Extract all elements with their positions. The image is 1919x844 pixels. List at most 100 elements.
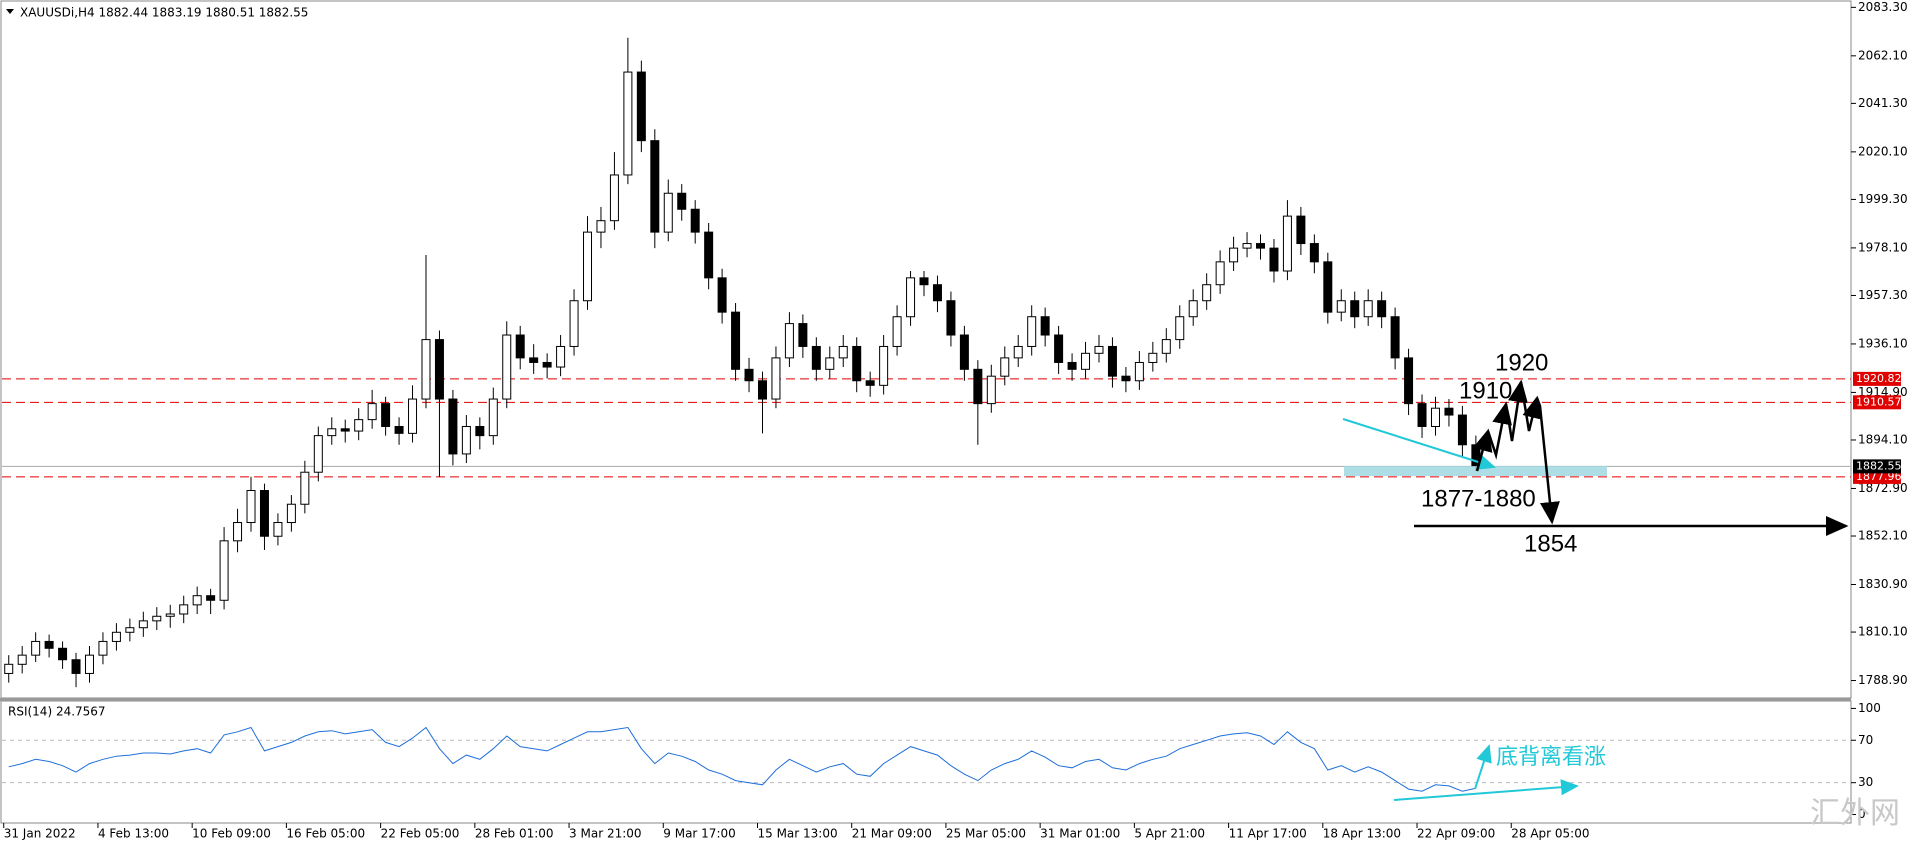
candle-body (865, 380, 875, 386)
candle-body (1336, 300, 1346, 313)
candle-body (58, 647, 68, 661)
candle-body (192, 595, 202, 606)
candle-body (259, 490, 269, 537)
candle-body (1013, 345, 1023, 359)
y-tick-label: 70 (1858, 733, 1873, 747)
candle-body (84, 654, 94, 674)
y-tick-label: 1894.10 (1858, 432, 1908, 446)
candle-body (219, 540, 229, 601)
candle-body (448, 398, 458, 455)
y-tick-label: 1978.10 (1858, 240, 1908, 254)
y-tick-label: 100 (1858, 701, 1881, 715)
x-tick-label: 28 Apr 05:00 (1511, 827, 1589, 841)
support-zone (1344, 466, 1607, 476)
path-arrow (1473, 428, 1493, 472)
y-tick-label: 30 (1858, 775, 1873, 789)
candle-body (1027, 316, 1037, 347)
watermark: 汇外网 (1810, 796, 1900, 831)
candle-body (636, 71, 646, 142)
price-tag (1853, 459, 1901, 474)
path-arrow (1535, 397, 1560, 525)
annotation: 1910 (1459, 377, 1512, 404)
x-tick-label: 21 Mar 09:00 (852, 827, 932, 841)
x-tick-label: 15 Mar 13:00 (757, 827, 837, 841)
candle-body (1229, 247, 1239, 263)
candle-body (973, 368, 983, 405)
candle-body (273, 522, 283, 537)
candle-body (609, 174, 619, 222)
x-tick-label: 25 Mar 05:00 (946, 827, 1026, 841)
main-frame (0, 0, 1852, 699)
candle-body (596, 220, 606, 233)
candle-body (327, 428, 337, 437)
candle-body (542, 361, 552, 368)
candle-body (959, 334, 969, 370)
candle-body (1323, 261, 1333, 313)
y-tick-label: 1830.90 (1858, 577, 1908, 591)
candle-body (475, 425, 485, 437)
candle-body (879, 345, 889, 386)
candle-body (111, 631, 121, 642)
candle-body (1417, 403, 1427, 427)
path-arrow (1486, 401, 1512, 460)
candle-body (583, 231, 593, 302)
candle-body (17, 654, 27, 665)
y-tick-label: 2041.30 (1858, 96, 1908, 110)
x-tick-label: 22 Apr 09:00 (1417, 827, 1495, 841)
candle-body (1350, 300, 1360, 318)
divergence-arrow (1474, 744, 1492, 790)
candle-body (919, 277, 929, 286)
candle-body (529, 357, 539, 363)
x-tick-label: 3 Mar 21:00 (569, 827, 642, 841)
candle-body (852, 345, 862, 382)
candle-body (1282, 215, 1292, 272)
candle-body (1121, 375, 1131, 382)
candle-body (986, 375, 996, 405)
candle-body (1175, 316, 1185, 341)
candle-body (677, 192, 687, 210)
candle-body (1457, 414, 1467, 446)
candle-body (354, 419, 364, 432)
candle-body (1390, 316, 1400, 359)
candle-body (811, 345, 821, 370)
candle-body (1430, 407, 1440, 427)
x-tick-label: 5 Apr 21:00 (1134, 827, 1205, 841)
candle-body (421, 339, 431, 400)
rsi-line (8, 726, 1477, 792)
candle-body (461, 425, 471, 455)
candle-body (744, 368, 754, 382)
candle-body (704, 231, 714, 279)
candle-body (771, 357, 781, 400)
candle-body (1256, 243, 1266, 249)
y-tick-label: 1936.10 (1858, 336, 1908, 350)
candle-body (98, 640, 108, 656)
level-tag (1853, 395, 1901, 410)
candle-body (165, 613, 175, 617)
candle-body (932, 284, 942, 302)
candle-body (1377, 300, 1387, 318)
candle-body (71, 659, 81, 674)
x-tick-label: 31 Mar 01:00 (1040, 827, 1120, 841)
candle-body (1081, 352, 1091, 370)
candle-body (1040, 316, 1050, 336)
trend-arrow (1342, 418, 1496, 470)
candle-body (502, 334, 512, 400)
candle-body (1309, 243, 1319, 263)
candle-body (1242, 243, 1252, 249)
candle-body (394, 425, 404, 434)
candle-body (434, 339, 444, 400)
candle-body (340, 428, 350, 432)
candle-body (838, 345, 848, 359)
candle-body (367, 403, 377, 421)
menu-triangle[interactable] (6, 9, 14, 14)
candle-body (1269, 247, 1279, 272)
candle-body (731, 311, 741, 370)
rsi-header: RSI(14) 24.7567 (8, 705, 106, 719)
candle-body (690, 208, 700, 233)
candle-body (381, 403, 391, 427)
candle-body (206, 595, 216, 601)
x-tick-label: 16 Feb 05:00 (286, 827, 365, 841)
path-arrow (1519, 381, 1543, 432)
candle-body (1134, 361, 1144, 382)
